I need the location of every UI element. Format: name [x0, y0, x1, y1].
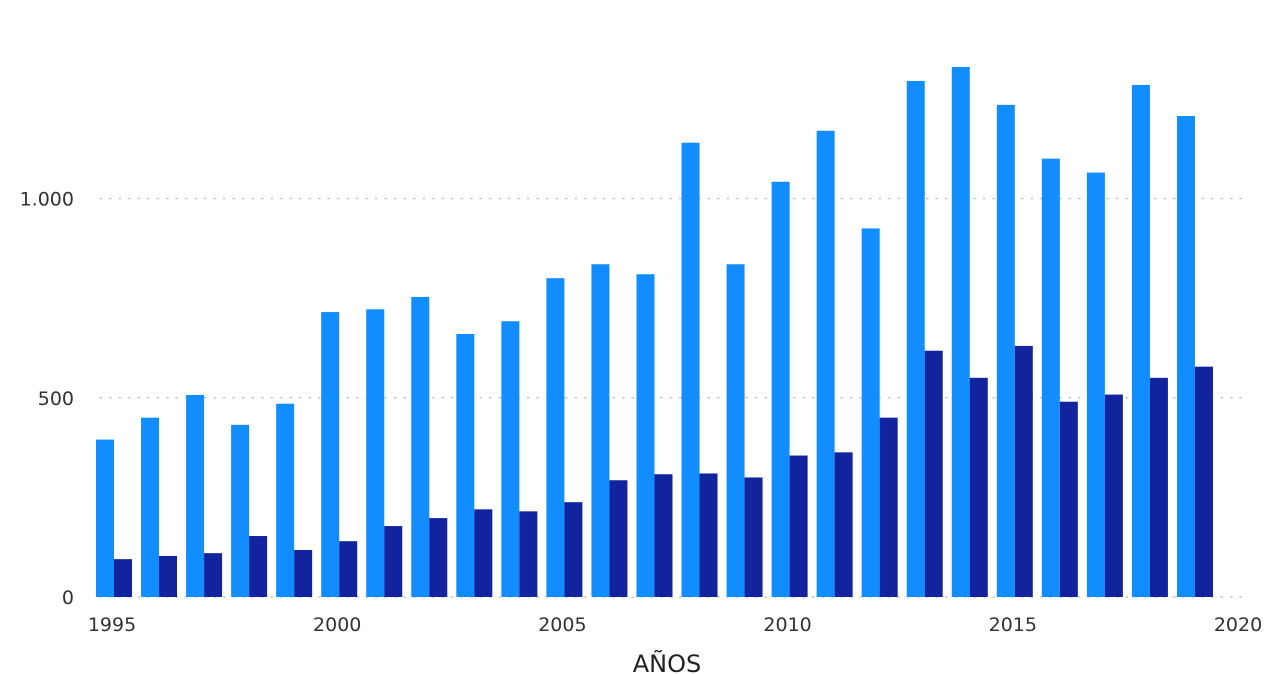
bar-series-1	[1131, 84, 1150, 598]
bar-series-2	[114, 559, 132, 597]
bar-series-2	[204, 553, 223, 597]
x-tick-label: 2010	[763, 614, 811, 636]
y-axis-ticks: 0 500 1.000	[20, 189, 74, 609]
bar-series-1	[96, 439, 114, 597]
bar-series-1	[951, 67, 970, 597]
x-axis-ticks: 1995 2000 2005 2010 2015 2020	[88, 614, 1262, 636]
bar-series-1	[186, 394, 205, 597]
bar-series-2	[654, 474, 673, 597]
bar-series-1	[231, 424, 250, 597]
bar-series-2	[249, 536, 268, 597]
bar-series-2	[1194, 366, 1213, 597]
bar-series-1	[456, 333, 475, 597]
bar-series-2	[384, 526, 403, 597]
bar-series-1	[771, 181, 790, 598]
x-tick-label: 2005	[538, 614, 586, 636]
bar-series-2	[1059, 401, 1078, 597]
bar-series-1	[861, 228, 880, 597]
x-tick-label: 2000	[313, 614, 361, 636]
bar-series-2	[699, 473, 718, 597]
bar-series-2	[429, 518, 448, 597]
bar-series-2	[339, 541, 358, 597]
bar-series-1	[1041, 158, 1060, 598]
bar-series-1	[906, 80, 925, 597]
bar-series-1	[141, 417, 160, 597]
bar-series-2	[1149, 377, 1168, 597]
bar-series-1	[636, 274, 655, 597]
bar-series-2	[1104, 394, 1123, 597]
bar-series-2	[744, 477, 763, 597]
y-tick-label: 500	[38, 388, 74, 410]
bar-series-2	[609, 480, 628, 597]
bar-series-2	[474, 509, 493, 597]
bar-series-2	[519, 511, 538, 597]
bar-series-1	[1176, 116, 1195, 597]
bar-series-1	[366, 309, 385, 597]
x-axis-title: AÑOS	[633, 648, 702, 674]
bar-series-2	[294, 549, 313, 597]
bar-series-1	[546, 278, 565, 597]
bar-series-1	[591, 264, 610, 597]
bar-series-2	[879, 417, 898, 597]
bar-series-2	[789, 455, 808, 597]
bar-series-1	[996, 104, 1015, 597]
x-tick-label: 2020	[1214, 614, 1262, 636]
bar-series-1	[411, 296, 430, 597]
bar-series-1	[321, 312, 340, 597]
bar-series-1	[1086, 172, 1105, 597]
y-tick-label: 0	[62, 587, 74, 609]
bar-series-1	[681, 142, 700, 597]
bar-series-1	[501, 321, 520, 597]
bar-series-2	[969, 377, 988, 597]
bar-series-2	[924, 350, 943, 597]
bar-series-2	[1014, 345, 1033, 597]
bar-series-2	[159, 555, 178, 597]
bars	[96, 67, 1213, 598]
bar-series-2	[834, 452, 853, 597]
x-tick-label: 2015	[989, 614, 1037, 636]
bar-series-1	[816, 130, 835, 597]
bar-series-1	[726, 264, 745, 597]
y-tick-label: 1.000	[20, 189, 74, 211]
x-tick-label: 1995	[88, 614, 136, 636]
bar-series-2	[564, 502, 583, 597]
bar-series-1	[276, 403, 295, 597]
